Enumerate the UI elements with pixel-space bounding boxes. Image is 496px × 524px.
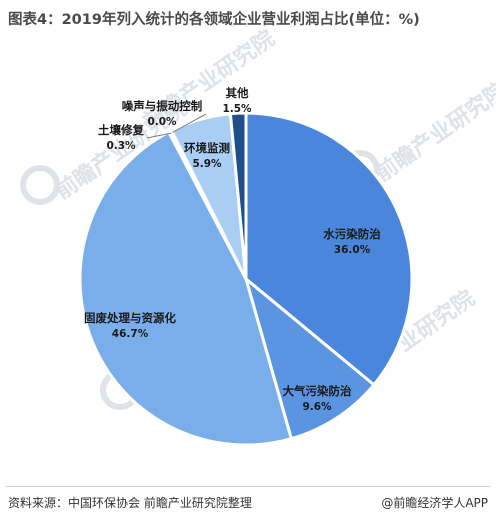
credit-note: @前瞻经济学人APP [381,496,488,510]
slice-value-label: 5.9% [192,158,222,170]
pie-slice [244,111,414,387]
chart-title: 图表4：2019年列入统计的各领域企业营业利润占比(单位：%) [8,12,420,28]
slice-label: 噪声与振动控制 [122,99,203,113]
slice-value-label: 1.5% [222,103,252,115]
source-note: 资料来源：中国环保协会 前瞻产业研究院整理 [8,496,252,510]
slice-value-label: 9.6% [302,401,332,413]
pie-slice [78,130,293,447]
pie-slice [228,111,248,281]
leader-line [172,113,207,133]
slice-label: 土壤修复 [98,123,144,137]
slice-label: 环境监测 [184,141,230,155]
pie-slice [244,277,376,441]
slice-value-label: 0.0% [147,116,177,128]
slice-label: 其他 [226,86,249,100]
watermark-text: 前瞻产业研究院 [371,77,496,187]
slice-value-label: 0.3% [106,140,136,152]
slice-value-label: 46.7% [112,328,149,340]
slice-value-label: 36.0% [334,244,371,256]
slice-labels: 水污染防治 36.0% 大气污染防治 9.6% 固废处理与资源化 46.7% 土壤修复 0.3… [84,86,381,413]
leader-line [146,132,172,139]
slice-label: 大气污染防治 [283,384,352,398]
pie-slices [78,111,414,447]
watermark-logo [20,165,60,205]
slice-label: 水污染防治 [323,227,381,241]
pie-chart: 前瞻产业研究院前瞻产业研究院前瞻产业研究院前瞻产业研究院前瞻产业研究院 水污染防… [20,25,496,447]
footer-divider [6,486,490,487]
leader-lines [146,113,207,139]
slice-label: 固废处理与资源化 [84,311,176,325]
